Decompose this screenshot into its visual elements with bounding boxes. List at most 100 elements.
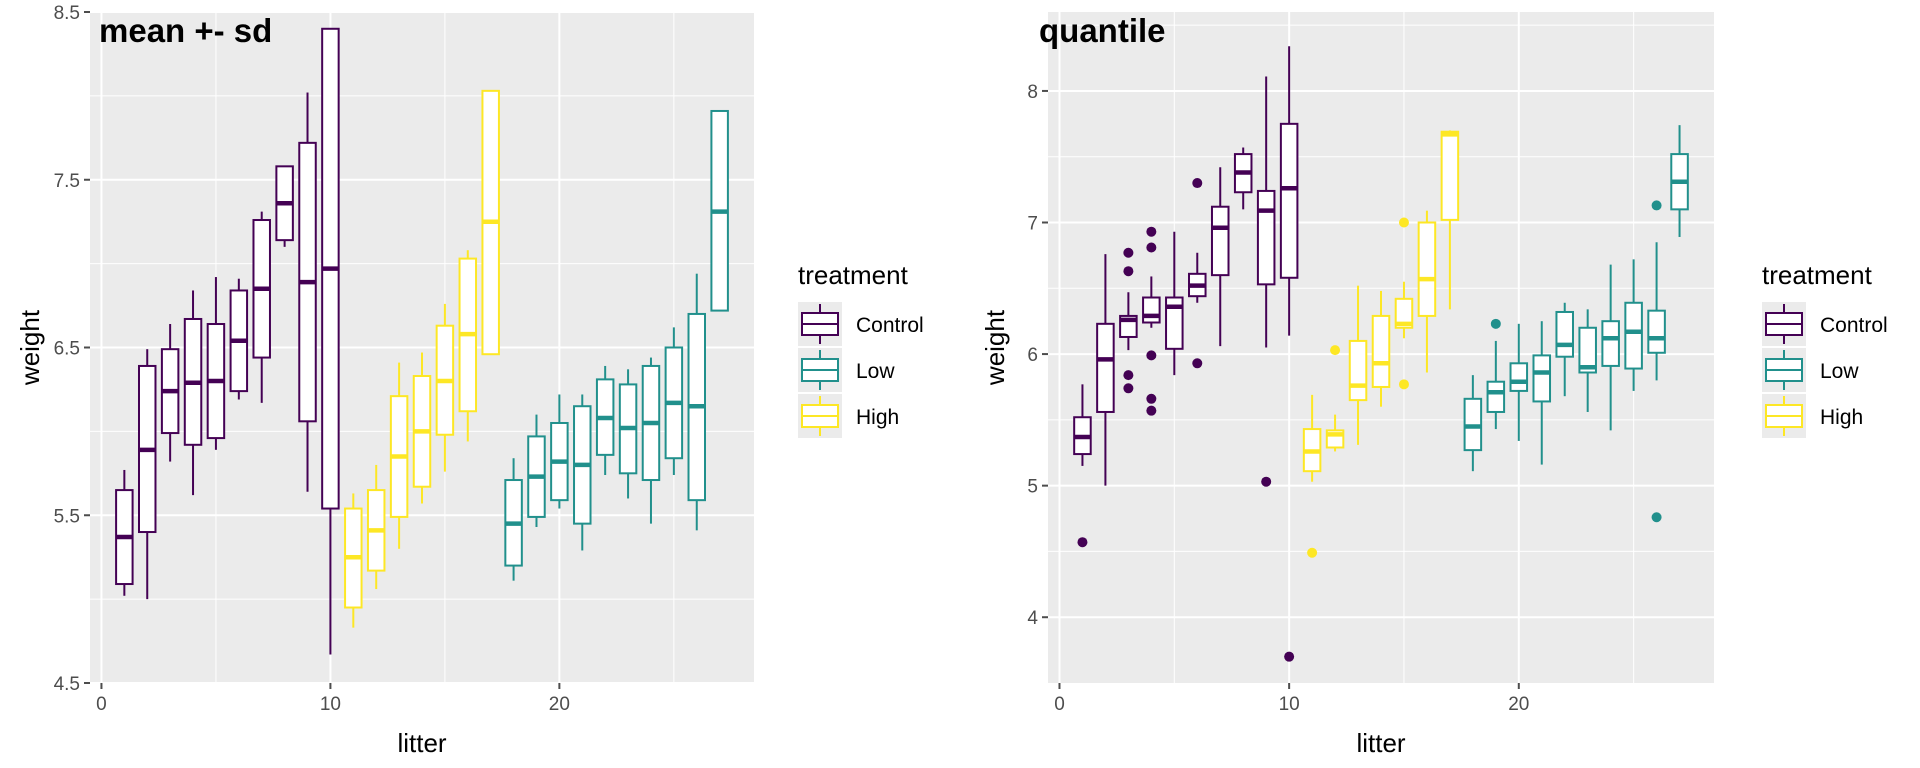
box-litter-19	[527, 414, 546, 527]
outlier-point	[1077, 537, 1088, 548]
y-tick-label: 6.5	[54, 339, 80, 360]
box-litter-1	[115, 469, 134, 596]
outlier-point	[1330, 345, 1341, 356]
x-tick-label: 0	[1054, 694, 1065, 715]
box-body	[1256, 189, 1276, 286]
legend-key-high	[798, 394, 842, 438]
axes: 0 10 20 4.5 5.5 6.5 7.5 8.5	[54, 3, 570, 715]
x-tick-label: 20	[1508, 694, 1529, 715]
y-axis-title: weight	[15, 309, 45, 386]
box-litter-22	[1555, 302, 1574, 397]
legend-key-low	[1762, 348, 1806, 392]
box-body	[1371, 314, 1391, 388]
box-body	[1440, 130, 1460, 221]
box-litter-12	[1325, 345, 1345, 452]
box-litter-24	[641, 357, 661, 524]
box-body	[1279, 122, 1299, 279]
box-litter-18	[1463, 375, 1483, 472]
y-tick-label: 7.5	[54, 171, 80, 192]
outlier-point	[1146, 393, 1157, 404]
axes: 0 10 20 4 5 6 7 8	[1027, 82, 1529, 715]
box-litter-11	[1302, 394, 1322, 558]
box-litter-25	[1624, 259, 1643, 391]
y-tick-label: 7	[1027, 214, 1038, 235]
legend: treatment Control Low High	[1762, 260, 1888, 438]
legend-label: Control	[856, 314, 924, 337]
box-litter-13	[389, 362, 409, 549]
legend-label: Control	[1820, 314, 1888, 337]
box-litter-26	[1647, 200, 1666, 523]
outlier-point	[1398, 217, 1409, 228]
y-tick-label: 5	[1027, 477, 1038, 498]
y-tick-label: 6	[1027, 345, 1038, 366]
box-litter-2	[137, 349, 157, 600]
box-litter-14	[1371, 290, 1391, 407]
box-body	[1555, 310, 1574, 358]
box-litter-11	[344, 493, 363, 628]
box-litter-16	[458, 250, 478, 442]
box-litter-9	[298, 92, 317, 492]
box-body	[1417, 221, 1437, 317]
y-tick-label: 5.5	[54, 506, 80, 527]
box-litter-27	[1670, 125, 1689, 237]
y-tick-label: 8.5	[54, 3, 80, 24]
box-litter-18	[504, 458, 523, 581]
box-litter-17	[481, 89, 500, 356]
legend-label: Low	[856, 360, 895, 383]
outlier-point	[1123, 370, 1134, 381]
box-litter-21	[573, 394, 592, 551]
box-litter-21	[1532, 321, 1552, 465]
box-body	[1624, 301, 1643, 370]
box-litter-5	[206, 277, 226, 450]
box-litter-24	[1601, 264, 1620, 431]
outlier-point	[1651, 200, 1662, 211]
box-litter-3	[1119, 247, 1138, 394]
box-body	[1096, 322, 1115, 413]
box-litter-8	[1233, 147, 1253, 210]
box-litter-26	[687, 273, 707, 531]
box-body	[1532, 354, 1552, 403]
box-litter-25	[664, 327, 684, 475]
x-axis-title: litter	[1356, 728, 1405, 758]
box-litter-19	[1486, 318, 1506, 430]
box-litter-4	[1142, 226, 1161, 416]
box-litter-20	[550, 394, 569, 509]
box-body	[1348, 339, 1368, 402]
panel-1: 0 10 20 4.5 5.5 6.5 7.5 8.5 litter weight mean +- …	[15, 3, 924, 758]
box-litter-8	[275, 165, 294, 247]
box-litter-23	[1578, 309, 1597, 412]
box-body	[1165, 296, 1184, 350]
outlier-point	[1284, 651, 1295, 662]
box-litter-5	[1165, 231, 1184, 376]
box-litter-14	[412, 352, 432, 504]
chart-title: quantile	[1039, 12, 1166, 49]
legend: treatment Control Low High	[798, 260, 924, 438]
box-litter-7	[252, 211, 271, 403]
y-tick-label: 8	[1027, 82, 1038, 103]
box-litter-10	[321, 27, 340, 655]
box-litter-15	[435, 303, 455, 472]
outlier-point	[1146, 226, 1157, 237]
box-litter-7	[1210, 167, 1230, 347]
box-body	[1394, 297, 1414, 329]
outlier-point	[1398, 379, 1409, 390]
box-litter-2	[1096, 254, 1115, 486]
box-body	[1601, 320, 1620, 367]
outlier-point	[1192, 178, 1203, 189]
outlier-point	[1307, 547, 1318, 558]
outlier-point	[1123, 247, 1134, 258]
x-axis-title: litter	[397, 728, 446, 758]
legend-key-low	[798, 348, 842, 392]
box-body	[1486, 380, 1506, 413]
outlier-point	[1146, 350, 1157, 361]
outlier-point	[1490, 318, 1501, 329]
boxes	[115, 27, 729, 655]
box-body	[1210, 205, 1230, 277]
box-body	[1142, 296, 1161, 324]
box-litter-17	[1440, 130, 1460, 310]
x-tick-label: 10	[320, 694, 341, 715]
outlier-point	[1146, 405, 1157, 416]
box-litter-10	[1279, 46, 1299, 662]
box-litter-20	[1509, 323, 1529, 441]
box-litter-12	[366, 464, 386, 590]
